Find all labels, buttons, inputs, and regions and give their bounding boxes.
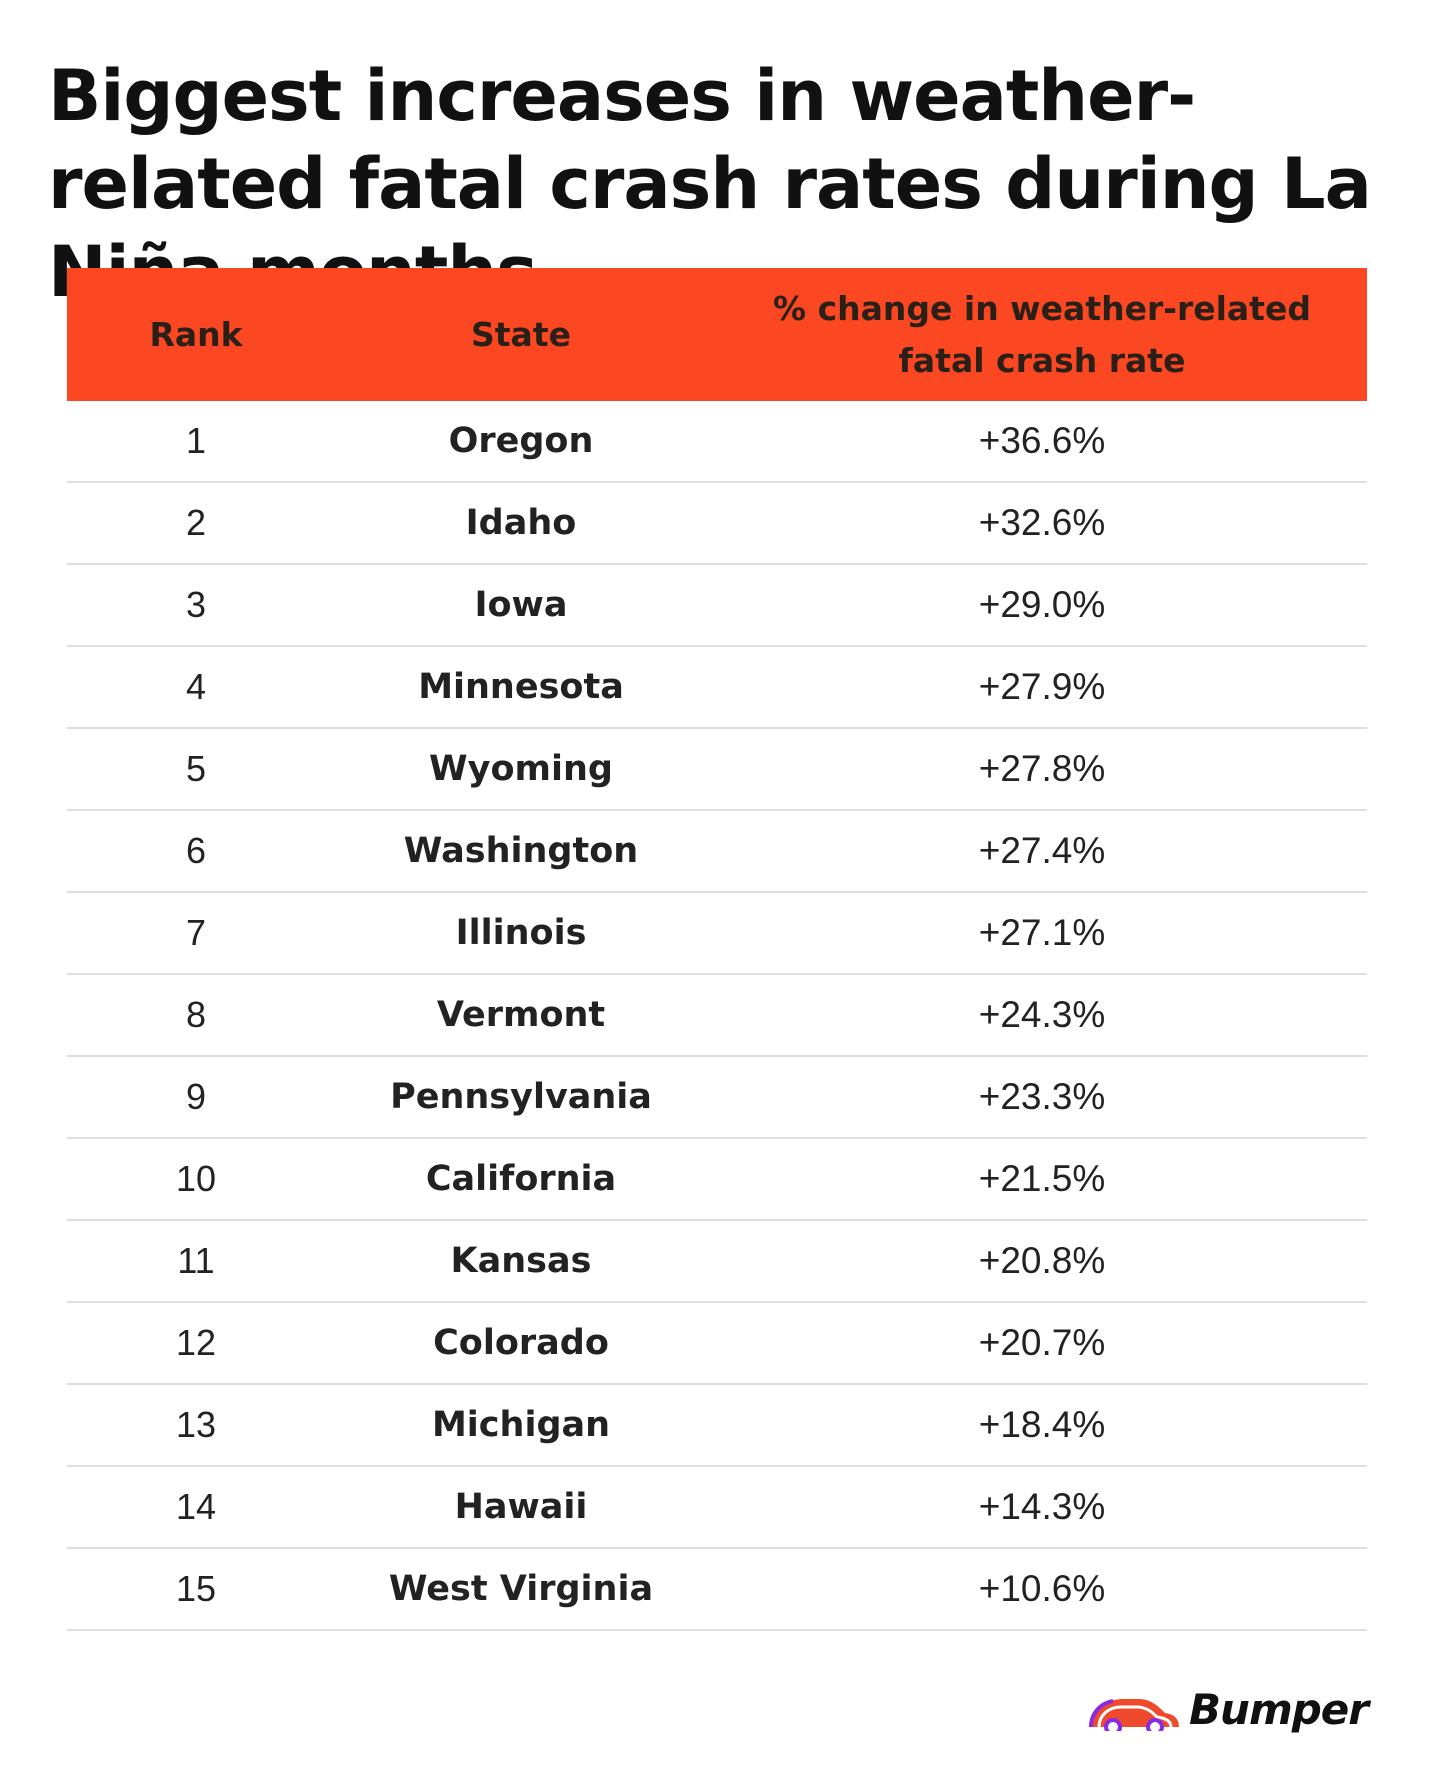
change-cell: +27.9%	[978, 666, 1106, 707]
state-cell: Idaho	[465, 503, 577, 543]
rank-cell: 2	[185, 502, 207, 543]
rank-cell: 4	[185, 666, 207, 707]
rank-cell: 14	[175, 1486, 217, 1527]
state-cell: Wyoming	[429, 749, 613, 789]
change-cell: +10.6%	[978, 1568, 1106, 1609]
rank-cell: 9	[185, 1076, 207, 1117]
state-cell: Illinois	[455, 913, 587, 953]
state-cell: Oregon	[448, 421, 594, 461]
change-cell: +20.8%	[978, 1240, 1106, 1281]
change-cell: +18.4%	[978, 1404, 1106, 1445]
header-change: % change in weather-related fatal crash …	[717, 283, 1367, 387]
change-cell: +20.7%	[978, 1322, 1106, 1363]
car-icon	[1089, 1699, 1180, 1731]
rank-cell: 11	[177, 1240, 215, 1281]
table-row: 14 Hawaii +14.3%	[67, 1467, 1367, 1549]
brand-name: Bumper	[1189, 1684, 1369, 1734]
header-rank: Rank	[149, 314, 243, 354]
change-cell: +23.3%	[978, 1076, 1106, 1117]
table-row: 15 West Virginia +10.6%	[67, 1549, 1367, 1631]
rank-cell: 15	[175, 1568, 217, 1609]
table-row: 10 California +21.5%	[67, 1139, 1367, 1221]
table-row: 13 Michigan +18.4%	[67, 1385, 1367, 1467]
table-row: 11 Kansas +20.8%	[67, 1221, 1367, 1303]
state-cell: Iowa	[474, 585, 568, 625]
header-change-text: % change in weather-related fatal crash …	[773, 288, 1311, 380]
rank-cell: 6	[185, 830, 207, 871]
rank-cell: 13	[175, 1404, 217, 1445]
change-cell: +36.6%	[978, 420, 1106, 461]
state-cell: Pennsylvania	[390, 1077, 652, 1117]
state-cell: Minnesota	[418, 667, 624, 707]
table-row: 4 Minnesota +27.9%	[67, 647, 1367, 729]
rank-cell: 1	[185, 420, 207, 461]
table-row: 8 Vermont +24.3%	[67, 975, 1367, 1057]
rank-cell: 8	[185, 994, 207, 1035]
state-cell: Vermont	[436, 995, 606, 1035]
table-row: 9 Pennsylvania +23.3%	[67, 1057, 1367, 1139]
state-cell: Hawaii	[454, 1487, 588, 1527]
change-cell: +29.0%	[978, 584, 1106, 625]
brand-logo: Bumper	[1089, 1684, 1369, 1734]
table-row: 5 Wyoming +27.8%	[67, 729, 1367, 811]
change-cell: +21.5%	[978, 1158, 1106, 1199]
state-cell: West Virginia	[388, 1569, 654, 1609]
data-table: Rank State % change in weather-related f…	[67, 268, 1367, 1631]
rank-cell: 3	[185, 584, 207, 625]
rank-cell: 5	[185, 748, 207, 789]
state-cell: California	[425, 1159, 617, 1199]
table-row: 7 Illinois +27.1%	[67, 893, 1367, 975]
chart-title: Biggest increases in weather-related fat…	[48, 55, 1372, 313]
rank-cell: 7	[185, 912, 207, 953]
state-cell: Washington	[403, 831, 639, 871]
table-header: Rank State % change in weather-related f…	[67, 268, 1367, 401]
change-cell: +27.8%	[978, 748, 1106, 789]
change-cell: +14.3%	[978, 1486, 1106, 1527]
header-state: State	[471, 314, 571, 354]
rank-cell: 10	[175, 1158, 217, 1199]
change-cell: +24.3%	[978, 994, 1106, 1035]
state-cell: Michigan	[431, 1405, 611, 1445]
table-row: 6 Washington +27.4%	[67, 811, 1367, 893]
table-row: 1 Oregon +36.6%	[67, 401, 1367, 483]
change-cell: +27.4%	[978, 830, 1106, 871]
table-row: 2 Idaho +32.6%	[67, 483, 1367, 565]
table-row: 12 Colorado +20.7%	[67, 1303, 1367, 1385]
state-cell: Kansas	[450, 1241, 592, 1281]
change-cell: +32.6%	[978, 502, 1106, 543]
state-cell: Colorado	[433, 1323, 609, 1363]
table-row: 3 Iowa +29.0%	[67, 565, 1367, 647]
rank-cell: 12	[175, 1322, 217, 1363]
change-cell: +27.1%	[978, 912, 1106, 953]
table-body: 1 Oregon +36.6% 2 Idaho +32.6% 3 Iowa +29.0% 4 Min…	[67, 401, 1367, 1631]
